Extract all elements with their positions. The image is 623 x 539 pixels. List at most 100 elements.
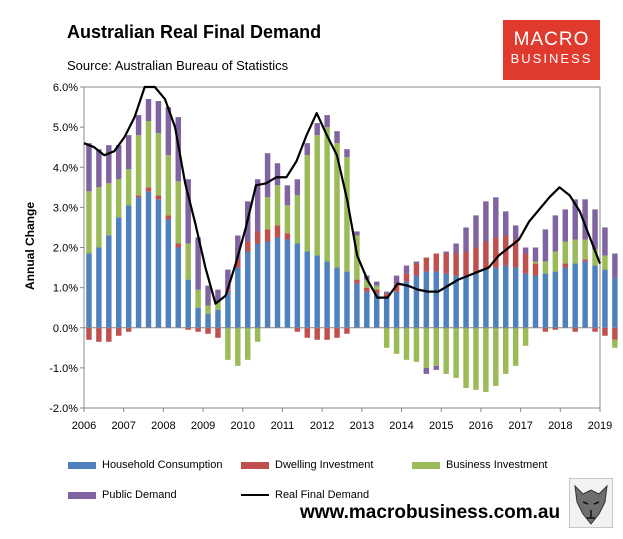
bar-public xyxy=(145,99,152,122)
bar-public xyxy=(294,179,301,196)
y-tick-label: 0.0% xyxy=(53,323,78,335)
bar-dwelling xyxy=(155,195,162,200)
bar-business xyxy=(304,155,310,252)
bar-public xyxy=(334,131,340,144)
bar-business xyxy=(393,327,400,354)
bar-business xyxy=(264,197,271,230)
y-tick-label: 1.0% xyxy=(53,283,78,295)
x-tick-label: 2006 xyxy=(72,420,96,432)
bar-public xyxy=(483,201,489,242)
legend-business-label: Business Investment xyxy=(446,459,548,471)
bar-business xyxy=(493,327,499,386)
bar-public xyxy=(572,199,578,240)
x-tick-label: 2017 xyxy=(508,420,532,432)
y-tick-label: 6.0% xyxy=(53,82,78,94)
legend-rfd-label: Real Final Demand xyxy=(275,489,370,501)
bar-public xyxy=(423,367,430,374)
legend-business: Business Investment xyxy=(412,459,548,471)
bar-household xyxy=(324,261,330,328)
bar-business xyxy=(145,121,152,188)
bar-business xyxy=(413,327,420,362)
bar-public xyxy=(185,179,191,244)
bar-business xyxy=(155,133,162,196)
x-tick-label: 2014 xyxy=(389,420,413,432)
bar-dwelling xyxy=(403,273,410,282)
legend-household-label: Household Consumption xyxy=(102,459,223,471)
bar-dwelling xyxy=(86,327,92,340)
bar-business xyxy=(503,327,509,374)
legend-rfd-swatch xyxy=(241,494,269,496)
logo-line2: BUSINESS xyxy=(510,51,593,66)
x-tick-label: 2016 xyxy=(469,420,493,432)
bar-dwelling xyxy=(532,263,539,276)
bar-dwelling xyxy=(473,247,479,274)
bar-public xyxy=(135,115,142,136)
bar-public xyxy=(473,215,479,248)
bar-household xyxy=(254,243,261,328)
bar-dwelling xyxy=(125,327,132,332)
bar-household xyxy=(364,291,370,328)
legend-household-swatch xyxy=(68,461,96,469)
legend-dwelling-swatch xyxy=(241,461,269,469)
bar-public xyxy=(215,289,221,302)
bar-business xyxy=(453,327,459,378)
bar-household xyxy=(602,269,608,328)
bar-dwelling xyxy=(562,263,568,268)
bar-household xyxy=(532,275,539,328)
bar-layer xyxy=(86,99,618,392)
bar-dwelling xyxy=(453,253,459,276)
bar-public xyxy=(96,149,102,188)
bar-business xyxy=(215,301,221,310)
bar-business xyxy=(582,239,588,260)
bar-business xyxy=(383,327,390,348)
bar-dwelling xyxy=(274,225,281,238)
x-tick-label: 2010 xyxy=(231,420,255,432)
bar-business xyxy=(284,205,291,234)
bar-business xyxy=(403,327,410,360)
bar-dwelling xyxy=(254,231,261,244)
bar-business xyxy=(195,289,201,308)
bar-public xyxy=(106,145,112,184)
x-tick-label: 2018 xyxy=(548,420,572,432)
bar-dwelling xyxy=(185,327,191,330)
legend-dwelling-label: Dwelling Investment xyxy=(275,459,374,471)
bar-dwelling xyxy=(512,239,519,268)
bar-dwelling xyxy=(135,195,142,198)
bar-business xyxy=(125,169,132,206)
bar-business xyxy=(592,249,598,266)
bar-public xyxy=(195,237,201,290)
y-tick-label: 4.0% xyxy=(53,162,78,174)
bar-public xyxy=(532,247,539,262)
bar-household xyxy=(433,271,439,328)
bar-business xyxy=(374,285,380,290)
bar-business xyxy=(572,239,578,264)
bar-business xyxy=(463,327,469,388)
legend-household: Household Consumption xyxy=(68,459,222,471)
bar-dwelling xyxy=(572,327,578,332)
y-tick-label: -1.0% xyxy=(49,363,78,375)
bar-public xyxy=(116,145,122,180)
bar-public xyxy=(612,253,618,278)
bar-business xyxy=(512,327,519,366)
bar-public xyxy=(413,261,420,264)
bar-dwelling xyxy=(522,253,529,274)
bar-household xyxy=(125,205,132,328)
bar-household xyxy=(175,247,181,328)
x-tick-label: 2013 xyxy=(350,420,374,432)
bar-business xyxy=(165,155,172,216)
bar-household xyxy=(582,261,588,328)
bar-household xyxy=(503,265,509,328)
bar-business xyxy=(344,157,350,272)
bar-dwelling xyxy=(324,327,330,340)
bar-dwelling xyxy=(493,237,499,268)
bar-household xyxy=(483,269,489,328)
bar-household xyxy=(374,293,380,328)
bar-household xyxy=(116,217,122,328)
bar-public xyxy=(264,153,271,198)
bar-business xyxy=(225,327,231,360)
y-axis-label: Annual Change xyxy=(23,202,37,290)
bar-public xyxy=(225,269,231,290)
bar-household xyxy=(215,309,221,328)
bar-dwelling xyxy=(612,327,618,340)
bar-household xyxy=(493,267,499,328)
